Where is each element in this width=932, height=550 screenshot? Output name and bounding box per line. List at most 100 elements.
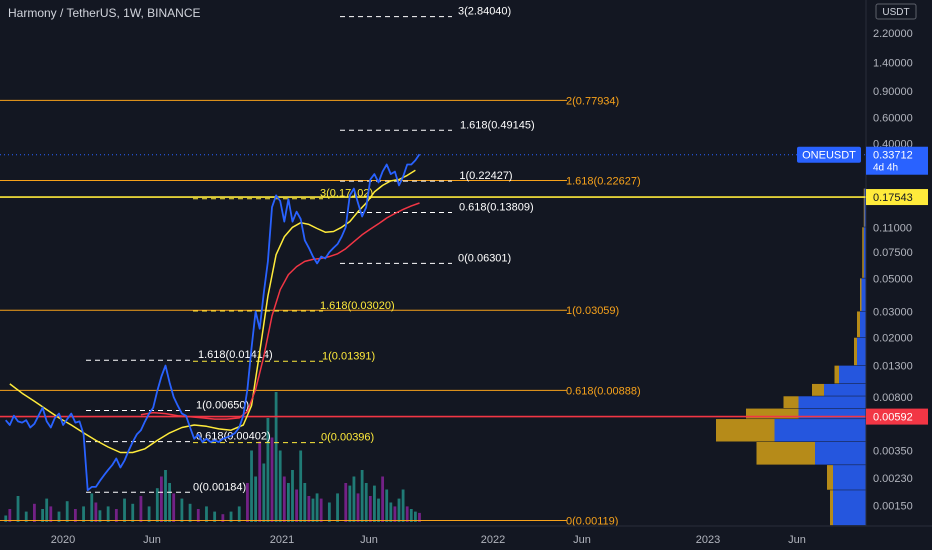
ma-fast-line — [9, 169, 416, 454]
price-tick-label: 0.00350 — [873, 446, 913, 458]
volume-bar — [258, 441, 262, 522]
fib-level-label: 0(0.06301) — [458, 252, 511, 264]
horizontal-levels: 2(0.77934) 1.618(0.22627) 1(0.03059) 0.618(… — [0, 95, 866, 528]
volume-bar — [385, 489, 389, 522]
price-tick-label: 0.00150 — [873, 501, 913, 513]
volume-bar — [65, 501, 69, 522]
volume-bar — [180, 498, 184, 522]
volume-profile-bar — [756, 441, 815, 465]
volume-bar — [307, 496, 311, 522]
time-axis-bg — [0, 526, 932, 550]
volume-bar — [381, 476, 385, 522]
time-tick-label: 2021 — [270, 534, 294, 546]
volume-bar — [155, 488, 159, 522]
price-tick-label: 0.01300 — [873, 361, 913, 373]
volume-bar — [356, 493, 360, 522]
volume-bar — [405, 506, 409, 522]
price-tick-label: 0.11000 — [873, 222, 912, 234]
ma-slow-line — [140, 202, 420, 420]
volume-bar — [377, 498, 380, 522]
volume-bar — [139, 496, 143, 522]
volume-bar — [299, 450, 303, 522]
volume-profile-bar — [812, 383, 824, 396]
price-tick-label: 0.05000 — [873, 273, 913, 285]
level-label: 2(0.77934) — [566, 95, 619, 107]
volume-bar — [168, 483, 171, 522]
fib-level-label: 3(0.17102) — [320, 188, 373, 200]
fib-level-label: 0.618(0.00402) — [196, 431, 271, 443]
volume-bar — [344, 483, 348, 522]
volume-bar — [311, 498, 315, 522]
volume-profile-bar — [716, 419, 775, 442]
time-tick-label: Jun — [143, 534, 161, 546]
volume-bar — [8, 509, 12, 522]
fib-level-label: 1.618(0.49145) — [460, 119, 535, 131]
volume-bar — [213, 511, 217, 522]
volume-bar — [274, 392, 278, 522]
fib-level-label: 0.618(0.13809) — [459, 202, 534, 214]
time-tick-label: 2022 — [481, 534, 505, 546]
price-lines — [5, 153, 421, 492]
volume-bar — [94, 502, 98, 522]
symbol-tag: ONEUSDT — [802, 150, 856, 162]
price-tick-label: 0.60000 — [873, 112, 913, 124]
time-axis[interactable]: 2020 Jun 2021 Jun 2022 Jun 2023 Jun — [0, 525, 932, 550]
volume-profile-bar — [798, 396, 866, 409]
volume-bar — [336, 493, 339, 522]
volume-bar — [291, 470, 294, 522]
volume-profile-bar — [833, 465, 866, 490]
volume-bar — [82, 506, 85, 522]
volume-bar — [24, 511, 28, 522]
time-tick-label: 2020 — [51, 534, 75, 546]
volume-bar — [147, 506, 151, 522]
volume-bar — [389, 502, 393, 522]
volume-profile-bar — [815, 441, 866, 465]
volume-bar — [205, 506, 208, 522]
volume-profile-bar — [827, 465, 833, 490]
volume-profile-bar — [862, 227, 864, 278]
volume-bar — [364, 483, 368, 522]
time-tick-label: 2023 — [696, 534, 720, 546]
volume-bar — [172, 493, 176, 522]
volume-bar — [262, 463, 266, 522]
volume-profile-bar — [863, 188, 865, 227]
price-tick-label: 0.90000 — [873, 86, 913, 98]
volume-bar — [41, 509, 45, 522]
chart-title: Harmony / TetherUS, 1W, BINANCE — [8, 6, 201, 20]
level-badge-bg — [866, 408, 928, 425]
volume-bar — [286, 483, 290, 522]
volume-profile-bar — [861, 278, 866, 311]
volume-bar — [254, 476, 258, 522]
volume-bar — [123, 498, 126, 522]
volume-bar — [106, 506, 110, 522]
volume-bar — [49, 506, 53, 522]
volume-bar — [319, 498, 323, 522]
volume-profile-bar — [863, 227, 866, 278]
volume-bar — [160, 476, 163, 522]
fib-level-label: 1(0.01391) — [322, 350, 375, 362]
level-label: 1.618(0.22627) — [566, 176, 641, 188]
last-price-badge-bg — [866, 146, 928, 175]
level-badge: 0.17543 — [873, 192, 913, 204]
price-tick-label: 0.00230 — [873, 473, 913, 485]
fib-level-label: 1(0.22427) — [459, 170, 512, 182]
bar-countdown: 4d 4h — [873, 163, 898, 174]
volume-profile-bar — [857, 311, 860, 338]
volume-bar — [164, 470, 167, 522]
volume-bar — [393, 506, 397, 522]
volume-bar — [33, 503, 36, 522]
symbol-tag-bg — [797, 146, 861, 163]
volume-bar — [409, 509, 413, 522]
time-tick-label: Jun — [360, 534, 378, 546]
currency-badge[interactable]: USDT — [875, 3, 917, 20]
volume-bar — [397, 498, 401, 522]
volume-profile-bar — [774, 419, 866, 442]
volume-bar — [368, 496, 372, 522]
volume-profile-bar — [854, 337, 857, 366]
price-tick-label: 2.20000 — [873, 28, 913, 40]
volume-bar — [229, 511, 233, 522]
time-tick-label: Jun — [573, 534, 591, 546]
volume-profile-bar — [864, 188, 866, 227]
